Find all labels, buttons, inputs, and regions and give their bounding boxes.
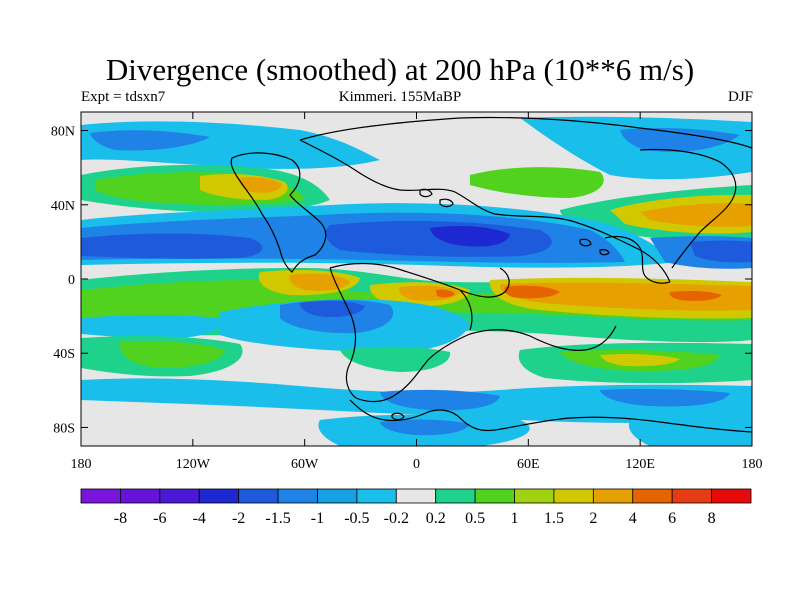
y-tick-label: 40N bbox=[51, 199, 75, 214]
field-region-blue bbox=[600, 389, 730, 407]
laurasia-coastline bbox=[299, 116, 752, 284]
y-tick-label: 40S bbox=[53, 347, 75, 362]
field-region-lime bbox=[470, 167, 604, 198]
map-title: Divergence (smoothed) at 200 hPa (10**6 … bbox=[105, 52, 695, 87]
colorbar-label: -1.5 bbox=[265, 510, 290, 527]
colorbar-label: -6 bbox=[153, 510, 166, 527]
x-tick-label: 60E bbox=[517, 457, 540, 472]
field-region-blue bbox=[380, 389, 500, 411]
x-tick-label: 120W bbox=[176, 457, 211, 472]
map-field bbox=[81, 112, 752, 446]
colorbar-label: 8 bbox=[708, 510, 716, 527]
colorbar-swatch bbox=[159, 488, 200, 504]
colorbar-swatch bbox=[632, 488, 673, 504]
colorbar-label: -4 bbox=[193, 510, 206, 527]
colorbar-label: 6 bbox=[668, 510, 676, 527]
experiment-label: Expt = tdsxn7 bbox=[81, 89, 166, 105]
colorbar-label: 1 bbox=[511, 510, 519, 527]
colorbar-label: 0.5 bbox=[465, 510, 485, 527]
field-region-cyan bbox=[81, 315, 221, 339]
colorbar-swatch bbox=[238, 488, 279, 504]
field-region-orange bbox=[289, 273, 350, 291]
north-america-coastline bbox=[230, 152, 327, 273]
y-tick-label: 80S bbox=[53, 421, 75, 436]
period-label: Kimmeri. 155MaBP bbox=[338, 89, 462, 105]
field-region-dark-orange bbox=[669, 291, 722, 301]
colorbar: -8 -6 -4 -2 -1.5 -1 -0.5 -0.2 0.2 0.5 1 1.5 2 4 6 8 bbox=[80, 488, 752, 527]
colorbar-label: -8 bbox=[114, 510, 127, 527]
field-region-dark-orange bbox=[504, 285, 560, 299]
colorbar-swatch bbox=[80, 488, 121, 504]
colorbar-swatch bbox=[356, 488, 397, 504]
colorbar-swatch bbox=[317, 488, 358, 504]
x-tick-label: 60W bbox=[291, 457, 319, 472]
x-tick-label: 120E bbox=[625, 457, 655, 472]
season-label: DJF bbox=[727, 89, 753, 105]
colorbar-label: -1 bbox=[311, 510, 324, 527]
colorbar-swatch bbox=[120, 488, 161, 504]
field-region-blue bbox=[380, 419, 470, 436]
colorbar-swatch bbox=[592, 488, 634, 504]
colorbar-label: -2 bbox=[232, 510, 245, 527]
coastline-outlines bbox=[230, 116, 752, 433]
colorbar-swatch bbox=[198, 488, 240, 504]
colorbar-label: -0.5 bbox=[344, 510, 369, 527]
colorbar-label: 4 bbox=[629, 510, 637, 527]
colorbar-swatch bbox=[711, 488, 752, 504]
field-region-dark-blue bbox=[81, 233, 263, 259]
colorbar-swatch bbox=[277, 488, 318, 504]
asia-coastline bbox=[639, 148, 737, 269]
field-region-dark-blue bbox=[690, 240, 752, 263]
field-region-green bbox=[340, 346, 451, 372]
field-region-dark-orange bbox=[436, 289, 455, 298]
colorbar-swatch bbox=[671, 488, 712, 504]
field-region-dark-blue bbox=[300, 301, 365, 318]
x-tick-label: 0 bbox=[413, 457, 420, 472]
colorbar-label: 0.2 bbox=[426, 510, 446, 527]
y-tick-label: 80N bbox=[51, 125, 75, 140]
field-region-cyan bbox=[628, 417, 752, 446]
antarctica-coastline bbox=[349, 399, 752, 433]
field-region-blue bbox=[620, 127, 740, 152]
colorbar-swatch bbox=[514, 488, 555, 504]
field-region-indigo bbox=[430, 226, 510, 247]
field-region-orange bbox=[239, 177, 282, 193]
x-tick-label: 180 bbox=[71, 457, 92, 472]
field-region-orange bbox=[499, 282, 752, 311]
gondwana-coastline bbox=[329, 262, 617, 403]
field-region-lime bbox=[119, 341, 225, 368]
colorbar-swatch bbox=[435, 488, 476, 504]
colorbar-swatch bbox=[474, 488, 515, 504]
colorbar-label: 2 bbox=[589, 510, 597, 527]
field-region-blue bbox=[90, 130, 210, 151]
x-tick-label: 180 bbox=[742, 457, 763, 472]
island-coastline bbox=[391, 188, 610, 421]
colorbar-swatch bbox=[395, 488, 437, 504]
field-region-yellow bbox=[600, 354, 680, 367]
colorbar-label: 1.5 bbox=[544, 510, 564, 527]
colorbar-swatch bbox=[553, 488, 594, 504]
axis-ticks: 180 120W 60W 0 60E 120E 180 80N 40N 0 40S 80S bbox=[51, 112, 763, 472]
y-tick-label: 0 bbox=[68, 273, 75, 288]
colorbar-label: -0.2 bbox=[384, 510, 409, 527]
